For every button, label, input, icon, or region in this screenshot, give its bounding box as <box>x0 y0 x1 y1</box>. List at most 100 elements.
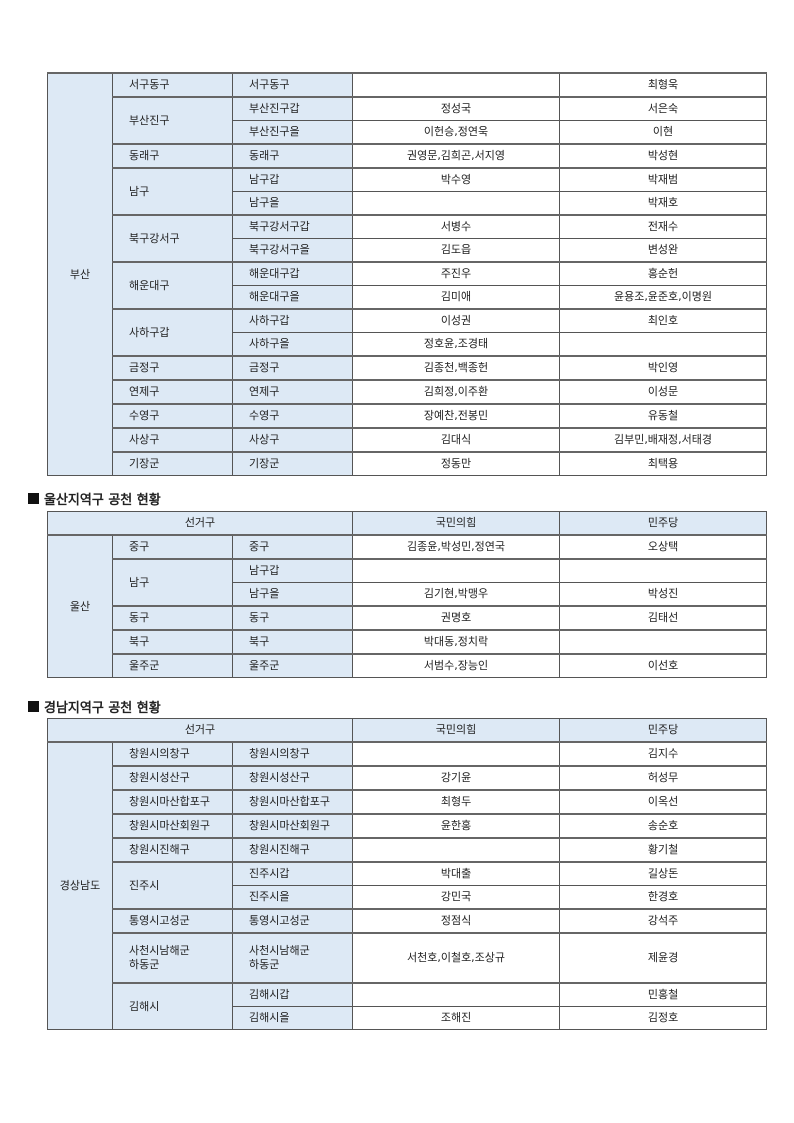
ppp-candidates-cell: 서병수 <box>352 214 560 239</box>
header-dem: 민주당 <box>559 511 768 536</box>
table-row: 북구강서구 북구강서구갑 서병수 전재수 <box>48 214 767 263</box>
ppp-candidates-cell: 김종윤,박성민,정연국 <box>352 534 561 560</box>
seat-cell: 진주시갑 <box>231 861 354 886</box>
region-cell: 울산 <box>47 534 113 678</box>
district-cell: 창원시의창구 <box>112 741 233 767</box>
dem-candidates-cell: 김부민,배재정,서태경 <box>559 427 767 453</box>
ppp-candidates-cell: 박수영 <box>352 167 560 192</box>
table-row: 창원시성산구 창원시성산구 강기윤 허성무 <box>48 765 768 791</box>
dem-candidates-cell: 서은숙 <box>559 96 767 121</box>
district-cell: 북구강서구 <box>112 214 233 263</box>
ppp-candidates-cell <box>352 72 560 98</box>
district-cell: 사천시남해군 하동군 <box>112 932 233 984</box>
district-cell: 창원시진해구 <box>112 837 233 863</box>
table-row: 동구 동구 권명호 김태선 <box>48 605 768 631</box>
seat-cell: 수영구 <box>232 403 353 429</box>
seat-cell: 동구 <box>231 605 354 631</box>
seat-cell: 통영시고성군 <box>231 908 354 934</box>
dem-candidates-cell <box>559 332 767 357</box>
table-row: 사상구 사상구 김대식 김부민,배재정,서태경 <box>48 427 767 453</box>
table-row: 사하구을 정호윤,조경태 <box>48 332 767 357</box>
district-cell: 남구 <box>112 558 233 607</box>
district-cell: 수영구 <box>112 403 233 429</box>
dem-candidates-cell: 한경호 <box>559 885 768 910</box>
busan-table: 부산 서구동구 서구동구 최형욱 부산진구 부산진구갑 정성국 서은숙 부산진구을 이헌승,정연욱… <box>47 72 767 476</box>
dem-candidates-cell <box>559 558 768 583</box>
dem-candidates-cell: 박재호 <box>559 191 767 216</box>
header-dem: 민주당 <box>559 718 768 743</box>
ppp-candidates-cell: 박대출 <box>352 861 561 886</box>
seat-cell: 동래구 <box>232 143 353 169</box>
ppp-candidates-cell: 이헌승,정연욱 <box>352 120 560 145</box>
seat-cell: 김해시갑 <box>231 982 354 1007</box>
table-row: 남구을 김기현,박맹우 박성진 <box>48 582 768 607</box>
ppp-candidates-cell: 최형두 <box>352 789 561 815</box>
district-cell: 남구 <box>112 167 233 216</box>
dem-candidates-cell: 오상택 <box>559 534 768 560</box>
district-cell: 통영시고성군 <box>112 908 233 934</box>
table-row: 진주시 진주시갑 박대출 길상돈 <box>48 861 768 910</box>
ppp-candidates-cell: 권명호 <box>352 605 561 631</box>
table-row: 사하구갑 사하구갑 이성권 최인호 <box>48 308 767 357</box>
dem-candidates-cell: 이선호 <box>559 653 768 678</box>
dem-candidates-cell: 박성현 <box>559 143 767 169</box>
seat-cell: 진주시을 <box>231 885 354 910</box>
dem-candidates-cell: 홍순헌 <box>559 261 767 286</box>
table-row: 북구 북구 박대동,정치락 <box>48 629 768 655</box>
dem-candidates-cell: 김지수 <box>559 741 768 767</box>
dem-candidates-cell: 이옥선 <box>559 789 768 815</box>
dem-candidates-cell: 박재범 <box>559 167 767 192</box>
seat-cell: 남구갑 <box>232 167 353 192</box>
district-cell: 서구동구 <box>112 72 233 98</box>
dem-candidates-cell: 변성완 <box>559 238 767 263</box>
gyeongnam-table: 선거구 국민의힘 민주당 경상남도 창원시의창구 창원시의창구 김지수 창원시성산구 창원시성산… <box>46 718 768 1030</box>
table-row: 창원시마산합포구 창원시마산합포구 최형두 이옥선 <box>48 789 768 815</box>
ppp-candidates-cell <box>352 741 561 767</box>
district-cell: 사하구갑 <box>112 308 233 357</box>
dem-candidates-cell: 강석주 <box>559 908 768 934</box>
table-row: 부산진구 부산진구갑 정성국 서은숙 <box>48 96 767 145</box>
ppp-candidates-cell: 김기현,박맹우 <box>352 582 561 607</box>
table-row: 동래구 동래구 권영문,김희곤,서지영 박성현 <box>48 143 767 169</box>
seat-cell: 사하구갑 <box>232 308 353 333</box>
dem-candidates-cell: 최형욱 <box>559 72 767 98</box>
district-cell: 북구 <box>112 629 233 655</box>
district-cell: 동구 <box>112 605 233 631</box>
ppp-candidates-cell: 강기윤 <box>352 765 561 791</box>
table-row: 남구 남구갑 <box>48 558 768 607</box>
seat-cell: 서구동구 <box>232 72 353 98</box>
square-bullet-icon <box>28 493 39 504</box>
table-row: 수영구 수영구 장예찬,전봉민 유동철 <box>48 403 767 429</box>
dem-candidates-cell: 박인영 <box>559 355 767 381</box>
header-ppp: 국민의힘 <box>352 511 561 536</box>
seat-cell: 창원시성산구 <box>231 765 354 791</box>
table-row: 해운대구 해운대구갑 주진우 홍순헌 <box>48 261 767 310</box>
gyeongnam-section-title: 경남지역구 공천 현황 <box>28 697 161 716</box>
ppp-candidates-cell: 정성국 <box>352 96 560 121</box>
header-district: 선거구 <box>46 511 354 536</box>
ppp-candidates-cell <box>352 558 561 583</box>
region-cell: 부산 <box>47 72 113 476</box>
ppp-candidates-cell: 강민국 <box>352 885 561 910</box>
ppp-candidates-cell <box>352 982 561 1007</box>
district-cell: 울주군 <box>112 653 233 678</box>
table-row: 김해시을 조해진 김정호 <box>48 1006 768 1030</box>
district-cell: 해운대구 <box>112 261 233 310</box>
dem-candidates-cell: 황기철 <box>559 837 768 863</box>
district-cell: 중구 <box>112 534 233 560</box>
district-cell: 연제구 <box>112 379 233 405</box>
district-cell: 부산진구 <box>112 96 233 145</box>
table-row: 통영시고성군 통영시고성군 정점식 강석주 <box>48 908 768 934</box>
header-row: 선거구 국민의힘 민주당 <box>46 511 768 536</box>
seat-cell: 중구 <box>231 534 354 560</box>
dem-candidates-cell: 유동철 <box>559 403 767 429</box>
seat-cell: 북구강서구을 <box>232 238 353 263</box>
ppp-candidates-cell: 권영문,김희곤,서지영 <box>352 143 560 169</box>
seat-cell: 연제구 <box>232 379 353 405</box>
seat-cell: 금정구 <box>232 355 353 381</box>
header-row: 선거구 국민의힘 민주당 <box>46 718 768 743</box>
seat-cell: 창원시진해구 <box>231 837 354 863</box>
district-cell: 사상구 <box>112 427 233 453</box>
ppp-candidates-cell: 윤한홍 <box>352 813 561 839</box>
seat-cell: 부산진구갑 <box>232 96 353 121</box>
